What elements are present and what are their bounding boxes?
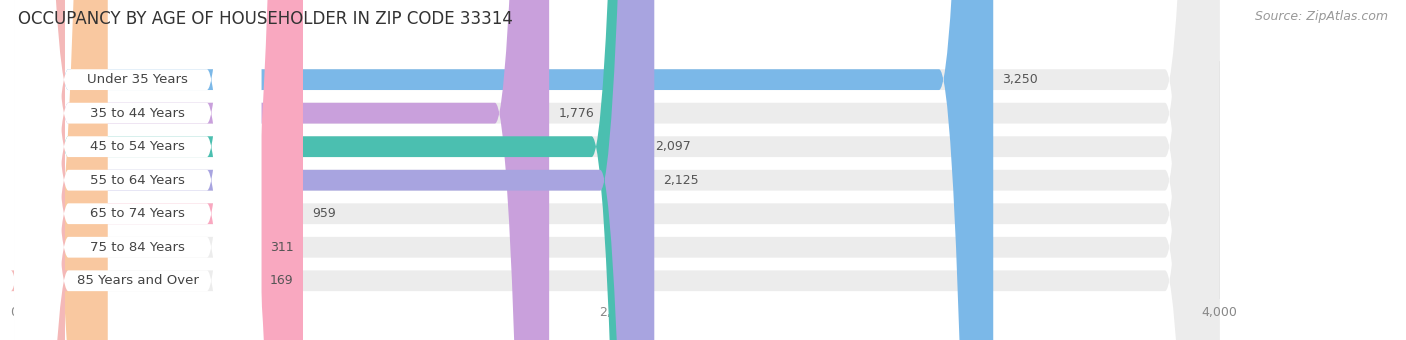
FancyBboxPatch shape [14, 0, 108, 340]
FancyBboxPatch shape [14, 0, 993, 340]
FancyBboxPatch shape [14, 0, 1219, 340]
Text: 85 Years and Over: 85 Years and Over [77, 274, 198, 287]
Text: 35 to 44 Years: 35 to 44 Years [90, 107, 186, 120]
FancyBboxPatch shape [14, 0, 654, 340]
Text: 959: 959 [312, 207, 336, 220]
FancyBboxPatch shape [14, 0, 262, 340]
Text: 65 to 74 Years: 65 to 74 Years [90, 207, 186, 220]
FancyBboxPatch shape [14, 0, 262, 340]
FancyBboxPatch shape [14, 0, 262, 340]
FancyBboxPatch shape [14, 0, 262, 340]
FancyBboxPatch shape [14, 0, 1219, 340]
Text: 1,776: 1,776 [558, 107, 593, 120]
FancyBboxPatch shape [14, 0, 1219, 340]
Text: 55 to 64 Years: 55 to 64 Years [90, 174, 186, 187]
FancyBboxPatch shape [14, 0, 262, 340]
FancyBboxPatch shape [14, 0, 1219, 340]
FancyBboxPatch shape [14, 0, 1219, 340]
FancyBboxPatch shape [14, 0, 304, 340]
Text: 311: 311 [270, 241, 294, 254]
FancyBboxPatch shape [14, 0, 645, 340]
FancyBboxPatch shape [14, 0, 262, 340]
Text: Source: ZipAtlas.com: Source: ZipAtlas.com [1254, 10, 1388, 23]
Text: OCCUPANCY BY AGE OF HOUSEHOLDER IN ZIP CODE 33314: OCCUPANCY BY AGE OF HOUSEHOLDER IN ZIP C… [18, 10, 513, 28]
Text: 2,125: 2,125 [664, 174, 699, 187]
FancyBboxPatch shape [14, 0, 1219, 340]
Text: 45 to 54 Years: 45 to 54 Years [90, 140, 186, 153]
FancyBboxPatch shape [14, 0, 1219, 340]
Text: 169: 169 [270, 274, 294, 287]
Text: 2,097: 2,097 [655, 140, 690, 153]
Text: 75 to 84 Years: 75 to 84 Years [90, 241, 186, 254]
Text: Under 35 Years: Under 35 Years [87, 73, 188, 86]
FancyBboxPatch shape [14, 0, 262, 340]
FancyBboxPatch shape [14, 0, 550, 340]
Text: 3,250: 3,250 [1002, 73, 1038, 86]
FancyBboxPatch shape [11, 0, 69, 340]
